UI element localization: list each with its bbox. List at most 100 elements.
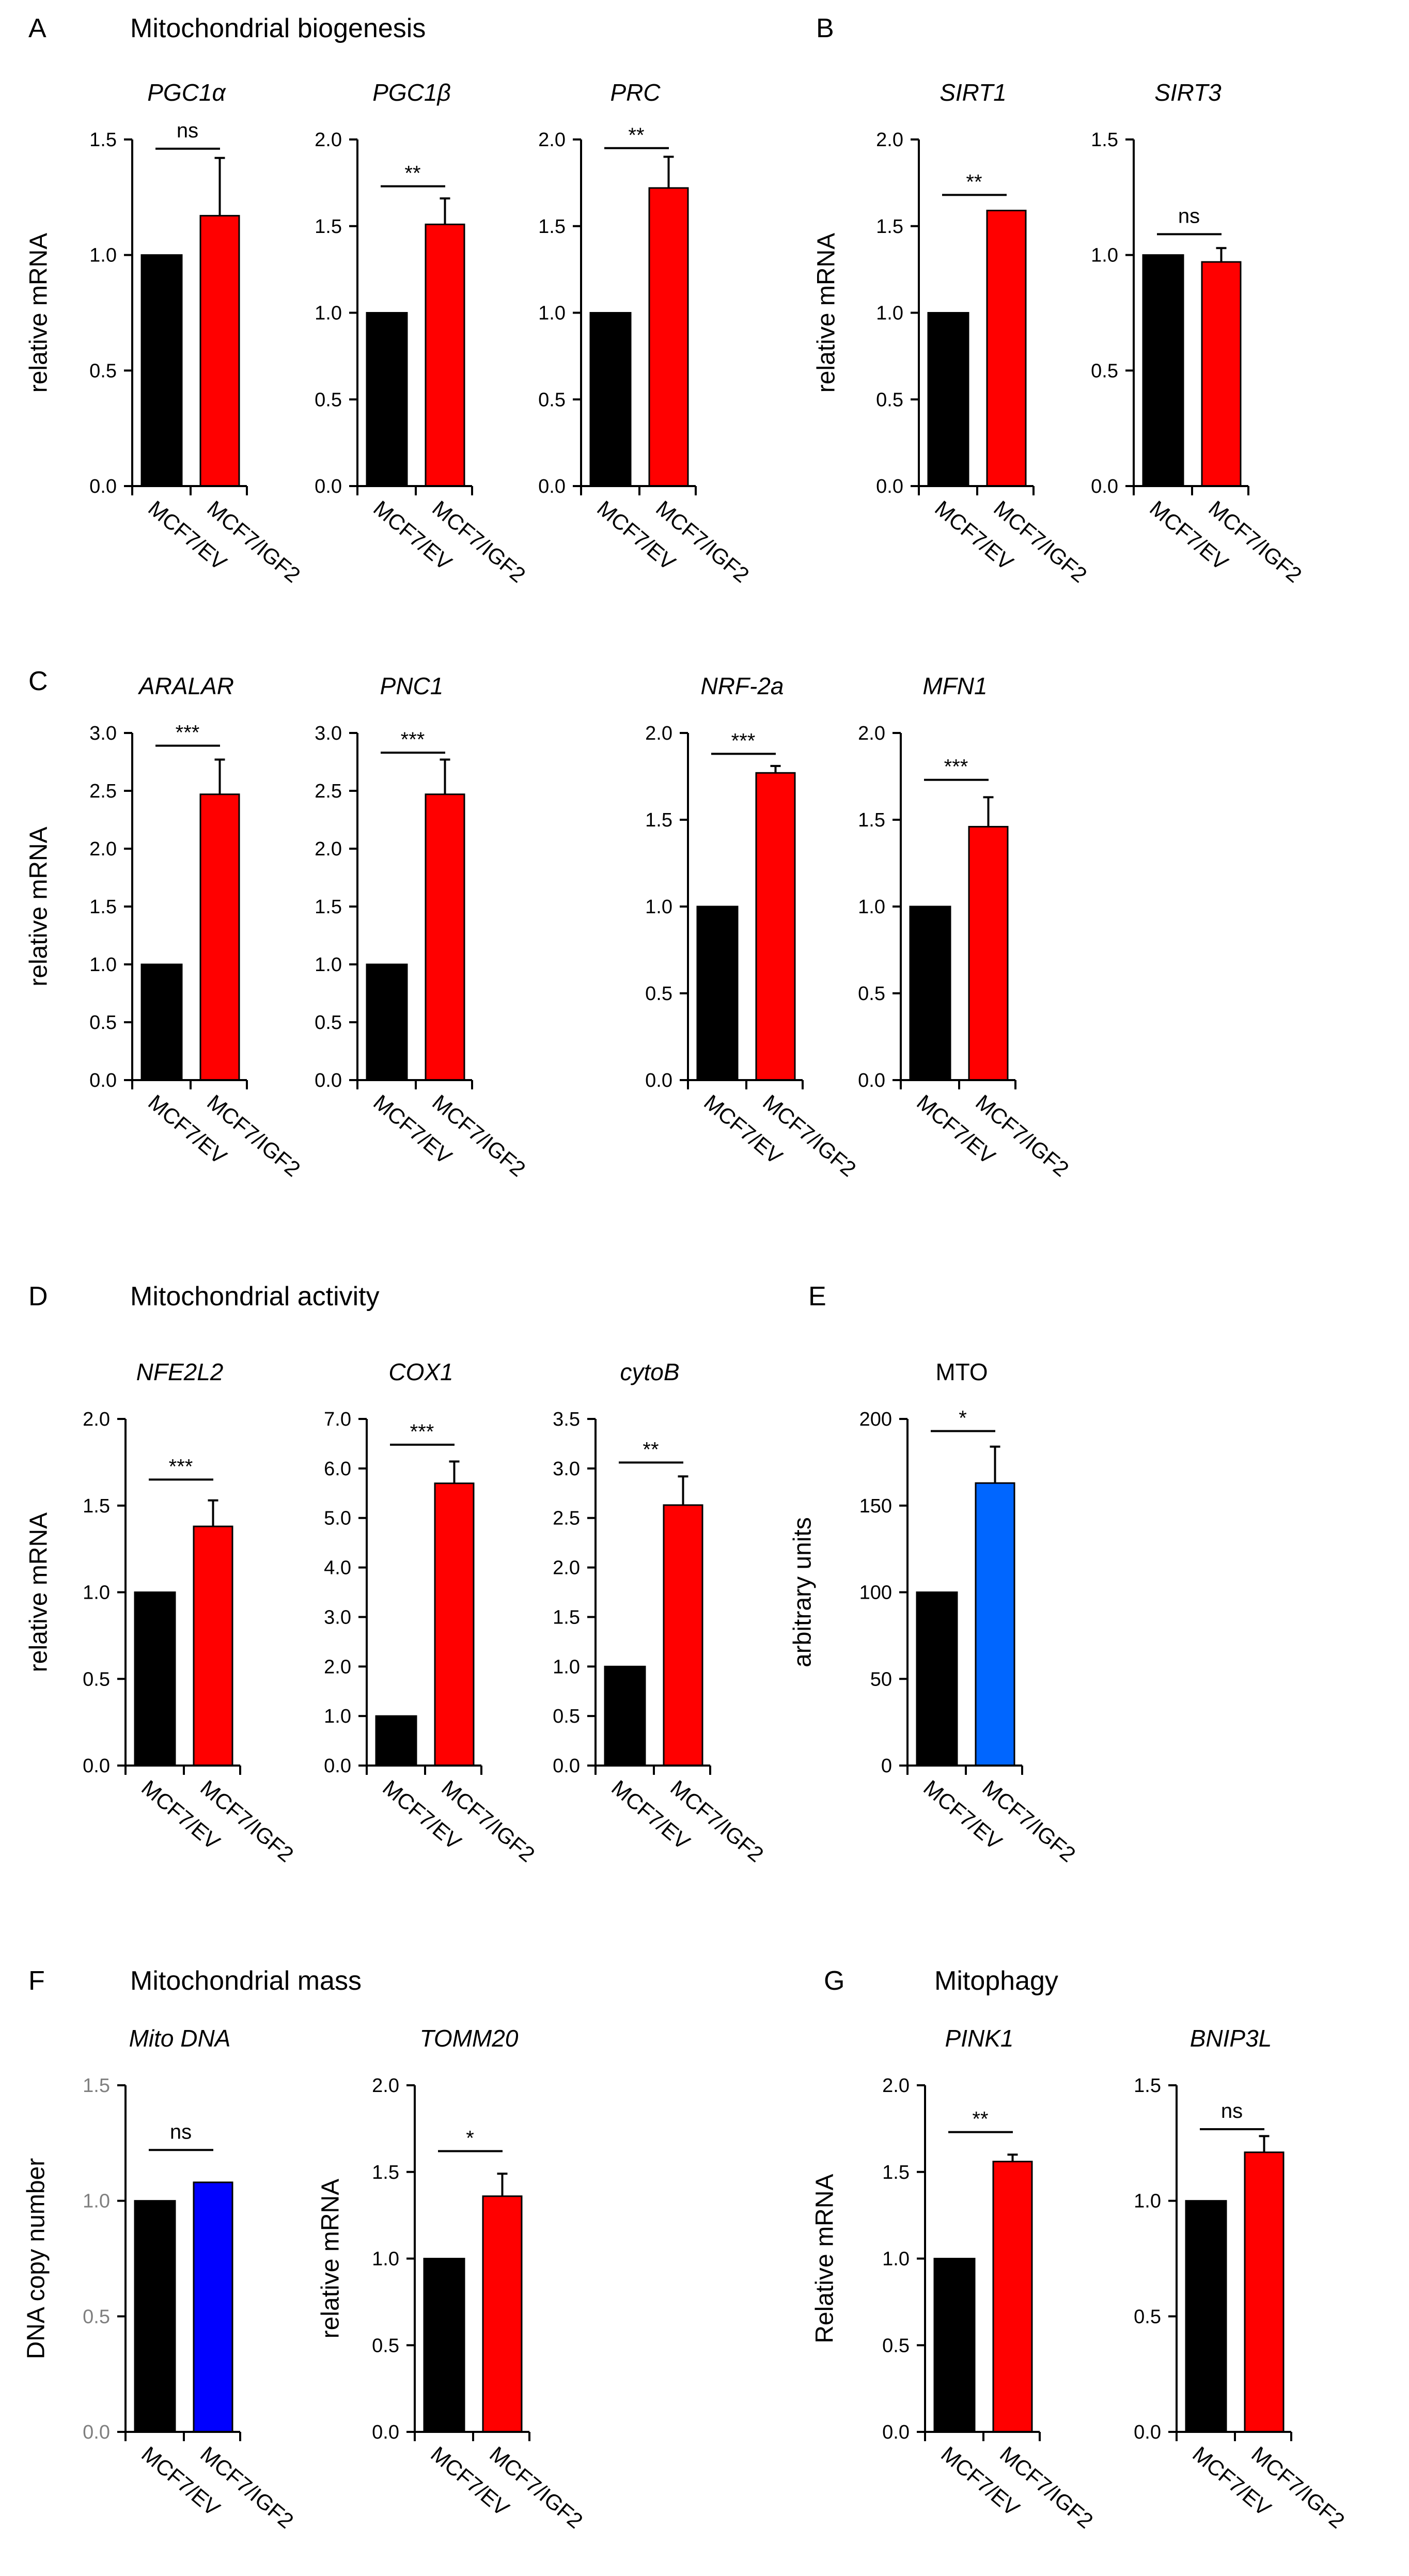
y-tick-label: 3.0 [553, 1458, 580, 1480]
y-tick-label: 2.0 [538, 129, 566, 151]
y-tick-label: 1.0 [858, 896, 885, 918]
chart-nfe2l2: NFE2L2MCF7/EVMCF7/IGF20.00.51.01.52.0***… [25, 1359, 299, 1867]
chart-pnc1: PNC1MCF7/EVMCF7/IGF20.00.51.01.52.02.53.… [315, 673, 530, 1181]
y-tick-label: 1.0 [89, 954, 117, 976]
bar-igf2 [199, 215, 240, 487]
y-tick-label: 1.0 [89, 245, 117, 267]
y-tick-label: 1.0 [553, 1656, 580, 1678]
bar-igf2 [986, 210, 1027, 487]
y-tick-label: 0.5 [553, 1706, 580, 1727]
y-tick-label: 1.5 [83, 2075, 110, 2097]
y-tick-label: 0.5 [315, 389, 342, 411]
y-tick-label: 0.5 [372, 2335, 399, 2356]
y-tick-label: 0.5 [876, 389, 903, 411]
y-tick-label: 1.0 [83, 2191, 110, 2212]
x-tick-label: MCF7/IGF2 [1247, 2442, 1349, 2533]
bar-ev [140, 254, 183, 487]
x-tick-label: MCF7/IGF2 [989, 496, 1091, 587]
y-tick-label: 2.0 [324, 1656, 351, 1678]
chart-title: MTO [935, 1359, 988, 1385]
y-axis-label: arbitrary units [789, 1517, 817, 1667]
chart-mito-dna: Mito DNAMCF7/EVMCF7/IGF20.00.51.01.5nsDN… [23, 2025, 299, 2533]
bar-ev [927, 312, 969, 487]
y-tick-label: 0.5 [83, 2306, 110, 2328]
bar-ev [604, 1665, 646, 1767]
significance-label: * [466, 2127, 474, 2149]
y-tick-label: 1.5 [538, 216, 566, 238]
y-tick-label: 0.5 [645, 983, 672, 1005]
y-tick-label: 0.5 [89, 360, 117, 382]
y-tick-label: 100 [859, 1582, 892, 1604]
significance-label: ns [177, 119, 198, 142]
y-axis-label: DNA copy number [23, 2158, 50, 2360]
y-tick-label: 0.0 [882, 2422, 910, 2443]
y-tick-label: 3.0 [324, 1606, 351, 1628]
y-tick-label: 1.5 [645, 809, 672, 831]
chart-title: NRF-2a [700, 673, 784, 699]
bar-igf2 [968, 825, 1009, 1081]
chart-title: PNC1 [380, 673, 444, 699]
y-tick-label: 0.5 [315, 1012, 342, 1034]
bar-igf2 [755, 772, 796, 1081]
y-tick-label: 200 [859, 1409, 892, 1430]
y-tick-label: 0.0 [645, 1070, 672, 1091]
y-tick-label: 1.5 [876, 216, 903, 238]
bar-ev [916, 1591, 958, 1767]
y-tick-label: 150 [859, 1495, 892, 1517]
y-tick-label: 1.5 [89, 129, 117, 151]
y-tick-label: 1.0 [645, 896, 672, 918]
y-tick-label: 0.0 [858, 1070, 885, 1091]
y-tick-label: 50 [870, 1668, 892, 1690]
significance-label: *** [731, 729, 756, 752]
bar-igf2 [1244, 2151, 1285, 2433]
y-tick-label: 0.0 [372, 2422, 399, 2443]
y-tick-label: 1.0 [876, 303, 903, 324]
bar-igf2 [482, 2195, 523, 2433]
y-tick-label: 2.0 [89, 838, 117, 860]
y-tick-label: 0.0 [89, 476, 117, 497]
y-tick-label: 2.0 [858, 723, 885, 744]
chart-title: ARALAR [137, 673, 234, 699]
y-axis-label: relative mRNA [25, 233, 53, 393]
y-tick-label: 1.0 [83, 1582, 110, 1604]
y-tick-label: 2.5 [553, 1508, 580, 1529]
y-tick-label: 7.0 [324, 1409, 351, 1430]
bar-igf2 [434, 1482, 475, 1767]
chart-title: BNIP3L [1190, 2025, 1272, 2052]
y-tick-label: 1.5 [1134, 2075, 1161, 2097]
y-tick-label: 1.0 [882, 2249, 910, 2270]
bar-igf2 [199, 793, 240, 1081]
x-tick-label: MCF7/IGF2 [651, 496, 754, 587]
chart-title: PRC [610, 79, 661, 106]
y-tick-label: 0.0 [324, 1755, 351, 1777]
y-axis-label: relative mRNA [813, 233, 840, 393]
x-tick-label: MCF7/IGF2 [1204, 496, 1306, 587]
x-tick-label: MCF7/IGF2 [428, 1090, 530, 1181]
y-tick-label: 0.0 [83, 2422, 110, 2443]
bar-igf2 [425, 223, 465, 487]
y-tick-label: 2.0 [876, 129, 903, 151]
y-axis-label: relative mRNA [25, 1512, 53, 1672]
x-tick-label: MCF7/IGF2 [196, 1775, 298, 1867]
y-axis-label: relative mRNA [25, 826, 53, 986]
y-tick-label: 2.0 [553, 1557, 580, 1579]
section-title-mass: Mitochondrial mass [130, 1966, 362, 1996]
significance-label: ** [628, 124, 644, 147]
significance-label: *** [169, 1455, 193, 1478]
significance-label: ** [643, 1438, 659, 1461]
panel-label-f: F [28, 1966, 45, 1996]
y-tick-label: 1.0 [315, 954, 342, 976]
chart-cox1: COX1MCF7/EVMCF7/IGF20.01.02.03.04.05.06.… [324, 1359, 539, 1867]
y-tick-label: 2.0 [372, 2075, 399, 2097]
significance-label: ** [404, 162, 420, 185]
y-tick-label: 0.0 [315, 476, 342, 497]
y-tick-label: 0.0 [315, 1070, 342, 1091]
bar-ev [1185, 2200, 1227, 2433]
y-tick-label: 0.5 [89, 1012, 117, 1034]
